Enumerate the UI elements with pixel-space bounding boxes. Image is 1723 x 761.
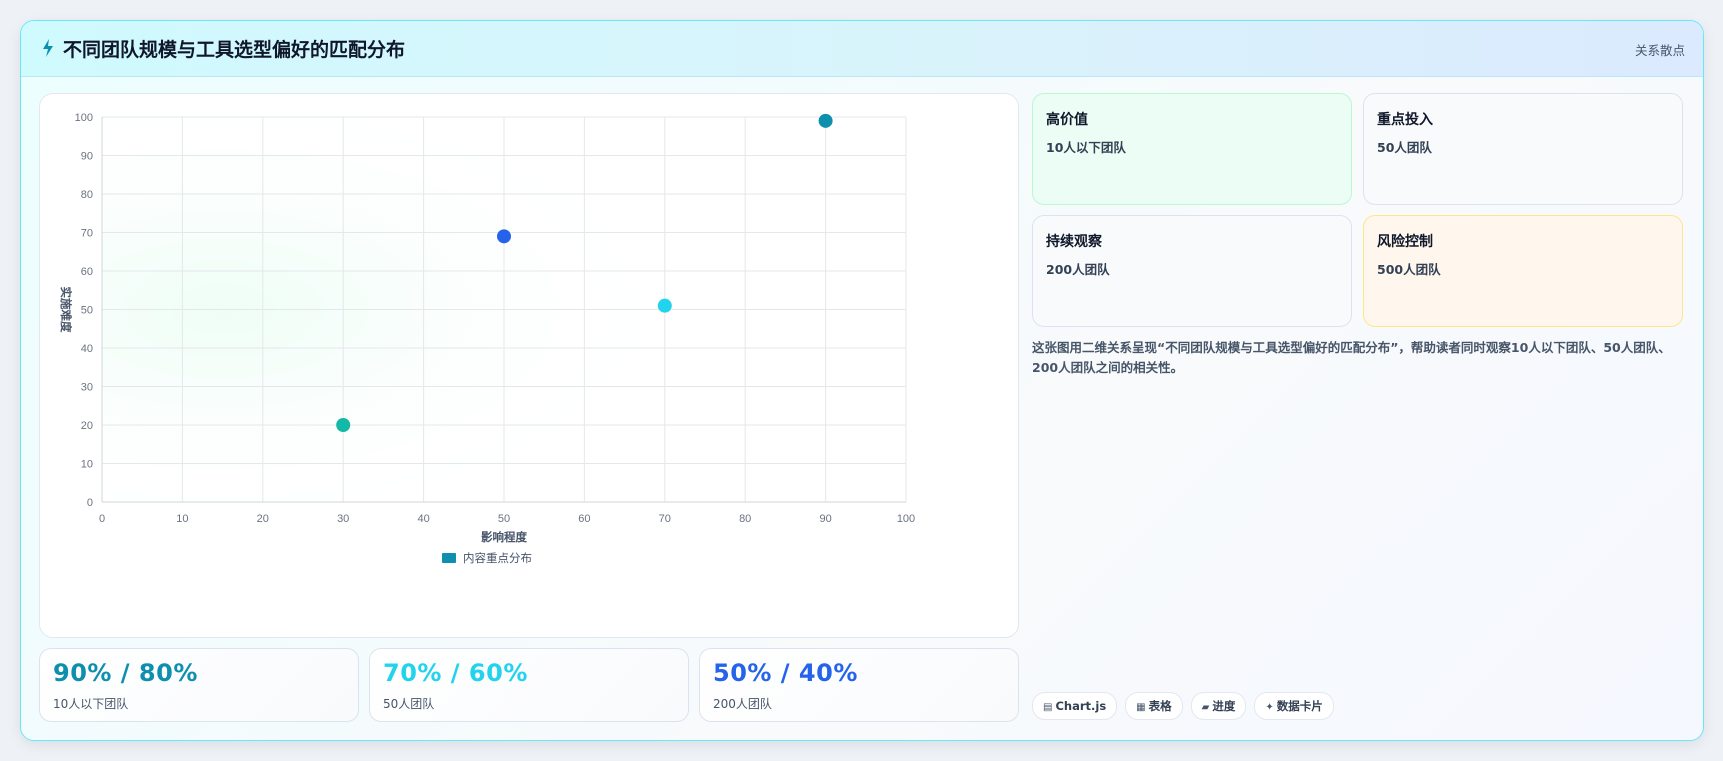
y-tick-label: 100 [75, 112, 93, 124]
x-tick-label: 40 [417, 513, 429, 525]
metric-value: 50% / 40% [713, 659, 858, 687]
y-axis-title: 实施难度 [59, 287, 73, 333]
metric-card-1: 90% / 80% 10人以下团队 [39, 648, 359, 722]
metric-label: 50人团队 [383, 697, 435, 711]
tech-chips: ▤ Chart.js ▦ 表格 ▰ 进度 ✦ 数据卡片 [1032, 692, 1342, 720]
y-tick-label: 70 [81, 228, 93, 240]
lightning-bolt-icon [43, 39, 53, 57]
chip-table[interactable]: ▦ 表格 [1125, 692, 1183, 720]
legend-label: 内容重点分布 [463, 551, 532, 565]
quadrant-card-key-investment: 重点投入 50人团队 [1363, 93, 1683, 205]
quadrant-subtitle: 10人以下团队 [1046, 140, 1126, 155]
quadrant-subtitle: 200人团队 [1046, 262, 1110, 277]
sparkle-icon: ✦ [1265, 702, 1274, 713]
chip-chartjs[interactable]: ▤ Chart.js [1032, 692, 1118, 720]
y-tick-label: 60 [81, 266, 93, 278]
metric-card-2: 70% / 60% 50人团队 [369, 648, 689, 722]
quadrant-title: 高价值 [1046, 112, 1088, 128]
metric-label: 200人团队 [713, 697, 772, 711]
y-tick-label: 90 [81, 151, 93, 163]
x-tick-label: 100 [897, 513, 915, 525]
y-tick-label: 10 [81, 459, 93, 471]
x-tick-label: 90 [819, 513, 831, 525]
x-tick-label: 80 [739, 513, 751, 525]
y-tick-label: 0 [87, 497, 93, 509]
quadrant-card-observe: 持续观察 200人团队 [1032, 215, 1352, 327]
chart-type-tag: 关系散点 [1634, 43, 1685, 58]
y-tick-label: 50 [81, 305, 93, 317]
quadrant-title: 风险控制 [1377, 234, 1433, 250]
quadrant-title: 重点投入 [1377, 112, 1433, 128]
metric-label: 10人以下团队 [53, 697, 129, 711]
chip-label: 进度 [1212, 699, 1236, 713]
x-tick-label: 50 [498, 513, 510, 525]
chart-description: 这张图用二维关系呈现“不同团队规模与工具选型偏好的匹配分布”，帮助读者同时观察1… [1032, 340, 1671, 375]
y-tick-label: 40 [81, 343, 93, 355]
chip-label: Chart.js [1055, 699, 1107, 713]
metric-card-3: 50% / 40% 200人团队 [699, 648, 1019, 722]
data-point [818, 113, 833, 128]
x-tick-label: 0 [99, 513, 105, 525]
x-tick-label: 70 [659, 513, 671, 525]
y-tick-label: 80 [81, 189, 93, 201]
data-point [336, 418, 351, 432]
quadrant-card-high-value: 高价值 10人以下团队 [1032, 93, 1352, 205]
y-tick-label: 20 [81, 420, 93, 432]
scatter-chart-card: 0 10 20 30 40 50 60 70 80 90 100 0 10 20 30 40 50 60 70 80 9… [39, 93, 1019, 638]
metric-value: 90% / 80% [53, 659, 198, 687]
panel-header: 不同团队规模与工具选型偏好的匹配分布 关系散点 [21, 21, 1703, 77]
progress-icon: ▰ [1201, 702, 1210, 713]
data-point [497, 229, 511, 244]
chip-label: 数据卡片 [1276, 699, 1323, 713]
x-tick-label: 20 [257, 513, 269, 525]
scatter-chart: 0 10 20 30 40 50 60 70 80 90 100 0 10 20 30 40 50 60 70 80 9… [59, 112, 915, 565]
chart-icon: ▤ [1043, 702, 1053, 713]
data-point [657, 298, 672, 313]
x-tick-label: 30 [337, 513, 349, 525]
legend-swatch [442, 553, 456, 563]
page-title: 不同团队规模与工具选型偏好的匹配分布 [63, 39, 406, 61]
dashboard-panel: 不同团队规模与工具选型偏好的匹配分布 关系散点 0 10 20 30 40 50 60 70 8… [20, 20, 1704, 741]
quadrant-card-risk-control: 风险控制 500人团队 [1363, 215, 1683, 327]
metric-value: 70% / 60% [383, 659, 528, 687]
quadrant-title: 持续观察 [1046, 234, 1102, 250]
chip-label: 表格 [1148, 699, 1172, 713]
chip-data-cards[interactable]: ✦ 数据卡片 [1254, 692, 1334, 720]
x-tick-label: 10 [176, 513, 188, 525]
chip-progress[interactable]: ▰ 进度 [1190, 692, 1247, 720]
quadrant-subtitle: 50人团队 [1377, 140, 1432, 155]
x-axis-title: 影响程度 [481, 530, 527, 544]
x-tick-label: 60 [578, 513, 590, 525]
y-tick-label: 30 [81, 382, 93, 394]
table-icon: ▦ [1136, 702, 1146, 713]
quadrant-subtitle: 500人团队 [1377, 262, 1441, 277]
